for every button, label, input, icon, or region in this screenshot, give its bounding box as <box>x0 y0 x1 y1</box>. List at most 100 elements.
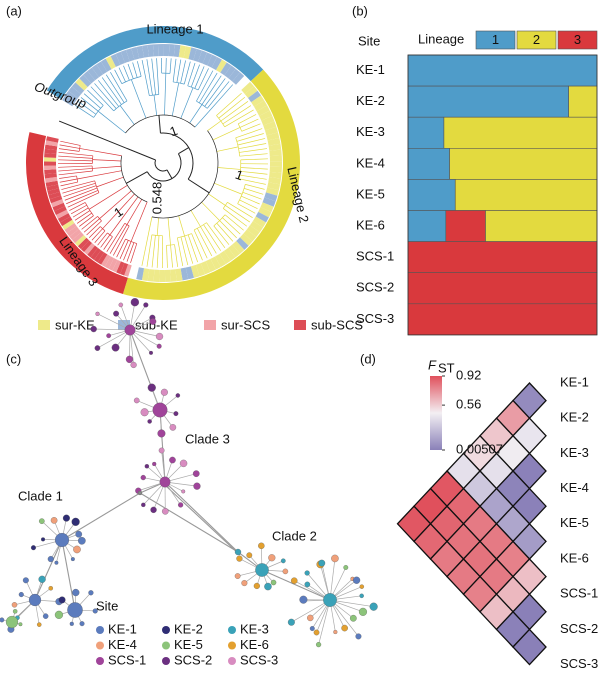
sample-cell <box>52 202 66 212</box>
haplotype <box>157 429 166 438</box>
sample-cell <box>269 171 282 179</box>
branch <box>189 104 203 124</box>
branch <box>126 199 143 225</box>
branch <box>156 217 159 236</box>
branch <box>83 93 101 109</box>
legend-swatch <box>118 320 130 330</box>
colorbar-tick-label: 0.92 <box>456 367 481 382</box>
legend-label: 2 <box>533 32 540 47</box>
haplotype <box>12 609 18 614</box>
sample-cell <box>147 44 154 57</box>
haplotype <box>341 624 348 632</box>
sample-cell <box>45 180 59 187</box>
branch <box>80 97 99 112</box>
branch <box>62 182 96 194</box>
sample-cell <box>224 65 236 79</box>
haplotype <box>149 350 153 355</box>
branch <box>83 218 100 233</box>
sample-cell <box>153 269 160 282</box>
y-tick-label: KE-5 <box>356 186 385 201</box>
branch <box>176 59 182 83</box>
branch <box>207 120 222 131</box>
sample-cell <box>96 61 108 75</box>
legend-swatch <box>204 320 216 330</box>
sample-cell <box>249 220 264 233</box>
haplotype <box>280 558 286 564</box>
sample-cell <box>158 44 164 57</box>
branch <box>102 193 135 229</box>
sample-cell <box>261 115 275 126</box>
branch <box>76 175 79 183</box>
branch <box>114 69 123 84</box>
sample-cell <box>44 157 57 162</box>
branch <box>200 226 217 254</box>
site-label: SCS-3 <box>560 656 598 671</box>
bar-segment <box>568 85 598 118</box>
branch <box>154 159 168 172</box>
branch <box>206 222 226 249</box>
branch <box>77 170 122 180</box>
haplotype <box>169 424 177 431</box>
legend-swatch <box>475 30 516 50</box>
legend-swatch <box>294 320 306 330</box>
network-link <box>61 539 76 611</box>
branch <box>88 184 128 210</box>
axis-title: Site <box>358 33 380 48</box>
branch <box>81 216 98 230</box>
sample-cell <box>269 149 282 157</box>
haplotype <box>234 548 242 556</box>
branch <box>141 253 145 266</box>
branch <box>66 190 99 205</box>
legend-label: 1 <box>492 32 499 47</box>
network-link <box>261 569 331 601</box>
branch <box>237 184 246 204</box>
clade-label: Clade 2 <box>272 528 317 543</box>
branch <box>146 59 153 96</box>
sample-cell <box>62 219 75 230</box>
branch <box>238 143 267 150</box>
branch <box>222 217 241 235</box>
haplotype <box>48 586 53 591</box>
branch <box>77 101 97 115</box>
sample-cell <box>267 182 281 191</box>
haplotype <box>124 324 136 336</box>
branch <box>156 235 160 268</box>
site-label: KE-4 <box>560 480 589 495</box>
haplotype <box>359 593 364 599</box>
sample-cell <box>264 192 278 202</box>
branch <box>194 66 205 89</box>
network-link <box>97 329 131 349</box>
branch <box>60 181 78 187</box>
legend-swatch <box>557 30 598 50</box>
panel-label: (d) <box>360 351 376 366</box>
branch <box>76 212 92 224</box>
branch <box>216 146 239 152</box>
network-link <box>34 539 63 601</box>
sample-cell <box>188 47 197 61</box>
sample-cell <box>90 247 101 260</box>
haplotype <box>169 456 176 464</box>
branch <box>61 180 95 190</box>
sample-cell <box>193 48 202 62</box>
legend-marker <box>228 626 236 634</box>
branch <box>146 234 153 267</box>
branch <box>220 101 249 122</box>
sample-cell <box>91 64 104 78</box>
branch <box>183 61 191 85</box>
lineage-ring <box>46 26 264 100</box>
sample-cell <box>131 46 140 60</box>
colorbar-tick-label: 0.56 <box>456 397 481 412</box>
haplotype <box>79 621 85 627</box>
haplotype <box>54 610 64 619</box>
branch <box>238 159 242 179</box>
network-link <box>93 328 131 331</box>
sample-cell <box>200 261 211 275</box>
branch <box>58 170 93 176</box>
legend-label: KE-1 <box>108 621 137 636</box>
haplotype <box>130 298 140 307</box>
branch <box>178 215 185 237</box>
haplotype <box>137 490 143 496</box>
sample-cell <box>236 237 249 250</box>
branch <box>105 74 125 103</box>
branch <box>173 81 185 85</box>
